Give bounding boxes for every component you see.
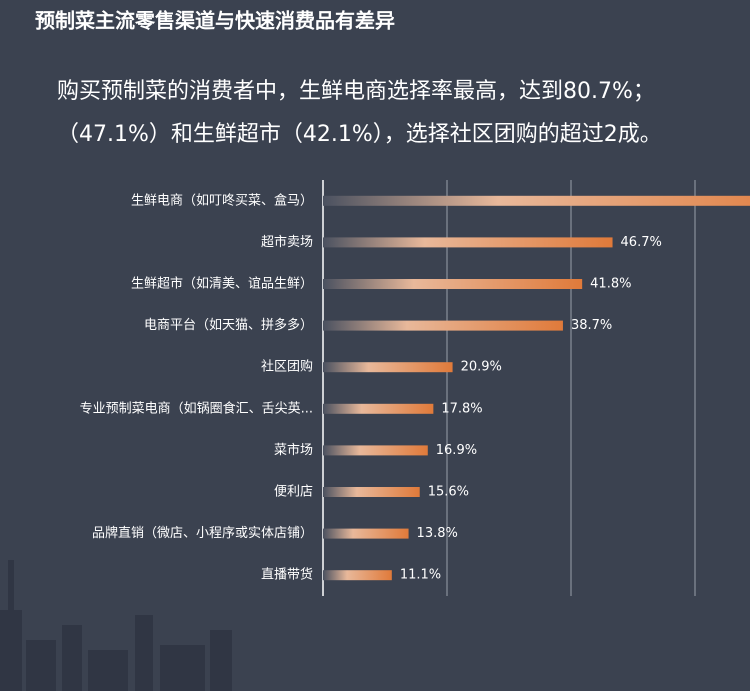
subtitle-line: 购买预制菜的消费者中，生鲜电商选择率最高，达到80.7%； <box>57 79 655 104</box>
category-label: 便利店 <box>274 485 313 500</box>
value-label: 38.7% <box>571 318 612 333</box>
chart-title: 预制菜主流零售渠道与快速消费品有差异 <box>35 9 395 33</box>
value-label: 15.6% <box>428 485 469 500</box>
bar <box>323 445 428 456</box>
value-label: 11.1% <box>400 568 441 583</box>
category-label: 生鲜电商（如叮咚买菜、盒马） <box>131 192 313 208</box>
value-label: 20.9% <box>461 360 502 375</box>
value-label: 16.9% <box>436 443 477 458</box>
bar <box>323 487 420 497</box>
bar <box>323 195 750 206</box>
category-label: 社区团购 <box>261 359 313 375</box>
category-label: 电商平台（如天猫、拼多多） <box>144 317 313 333</box>
value-label: 13.8% <box>417 526 458 541</box>
category-label: 品牌直销（微店、小程序或实体店铺） <box>92 525 313 541</box>
bar <box>323 528 409 539</box>
category-label: 直播带货 <box>261 567 313 583</box>
bar <box>323 279 583 289</box>
category-label: 菜市场 <box>274 442 313 458</box>
category-label: 专业预制菜电商（如锅圈食汇、舌尖英... <box>80 400 313 416</box>
bar <box>323 362 453 373</box>
bar <box>323 570 392 581</box>
category-label: 超市卖场 <box>261 234 313 250</box>
bar <box>323 237 613 248</box>
bar <box>323 320 563 331</box>
subtitle-line: （47.1%）和生鲜超市（42.1%），选择社区团购的超过2成。 <box>57 122 662 147</box>
bar <box>323 403 434 414</box>
value-label: 41.8% <box>590 277 631 292</box>
category-label: 生鲜超市（如清美、谊品生鲜） <box>131 276 313 292</box>
skyline <box>0 560 232 691</box>
value-label: 46.7% <box>621 235 662 250</box>
value-label: 17.8% <box>441 401 482 416</box>
